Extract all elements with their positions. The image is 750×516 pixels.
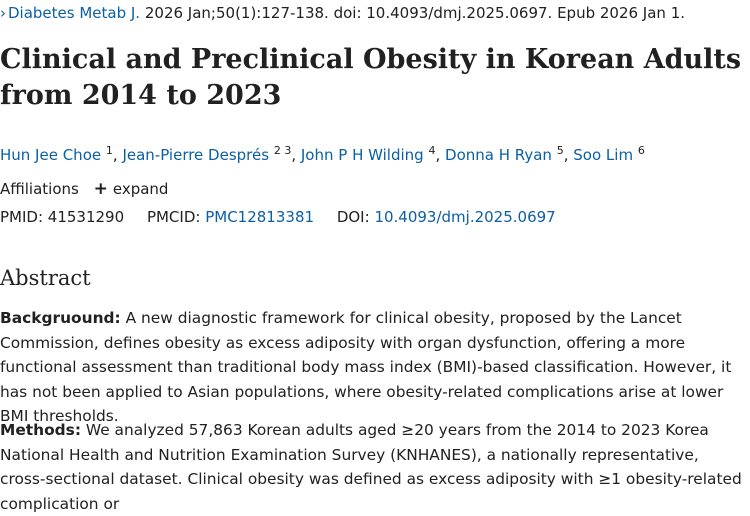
background-label: Backgruound:: [0, 309, 121, 327]
methods-text: We analyzed 57,863 Korean adults aged ≥2…: [0, 421, 742, 513]
expand-affiliations-button[interactable]: + expand: [93, 179, 169, 199]
doi-label: DOI:: [336, 208, 370, 226]
journal-link[interactable]: Diabetes Metab J.: [8, 4, 141, 22]
author-link[interactable]: Donna H Ryan: [445, 146, 552, 164]
author-link[interactable]: Jean-Pierre Després: [122, 146, 270, 164]
abstract-heading: Abstract: [0, 266, 91, 290]
pmid-value: 41531290: [47, 208, 125, 226]
affiliations-label: Affiliations: [0, 180, 79, 198]
author-link[interactable]: John P H Wilding: [300, 146, 424, 164]
author-affiliation-ref[interactable]: 2 3: [273, 144, 292, 157]
citation-details: 2026 Jan;50(1):127-138. doi: 10.4093/dmj…: [144, 4, 686, 22]
affiliations-row: Affiliations + expand: [0, 179, 168, 199]
identifiers-row: PMID: 41531290 PMCID: PMC12813381 DOI: 1…: [0, 207, 556, 227]
chevron-right-icon[interactable]: ›: [0, 4, 6, 22]
methods-label: Methods:: [0, 421, 81, 439]
pmid-label: PMID:: [0, 208, 44, 226]
background-text: A new diagnostic framework for clinical …: [0, 309, 732, 426]
author-list: Hun Jee Choe 1, Jean-Pierre Després 2 3,…: [0, 144, 645, 164]
doi-link[interactable]: 10.4093/dmj.2025.0697: [374, 208, 556, 226]
author-link[interactable]: Hun Jee Choe: [0, 146, 102, 164]
abstract-background: Backgruound: A new diagnostic framework …: [0, 306, 748, 429]
author-affiliation-ref[interactable]: 4: [428, 144, 436, 157]
author-link[interactable]: Soo Lim: [573, 146, 634, 164]
author-affiliation-ref[interactable]: 6: [637, 144, 645, 157]
abstract-methods: Methods: We analyzed 57,863 Korean adult…: [0, 418, 748, 516]
author-affiliation-ref[interactable]: 5: [556, 144, 564, 157]
author-affiliation-ref[interactable]: 1: [105, 144, 113, 157]
plus-icon: +: [93, 179, 108, 199]
pmcid-label: PMCID:: [146, 208, 201, 226]
article-title: Clinical and Preclinical Obesity in Kore…: [0, 44, 742, 111]
expand-label: expand: [112, 180, 169, 198]
citation-line: › Diabetes Metab J. 2026 Jan;50(1):127-13…: [0, 3, 685, 23]
pmcid-link[interactable]: PMC12813381: [205, 208, 315, 226]
